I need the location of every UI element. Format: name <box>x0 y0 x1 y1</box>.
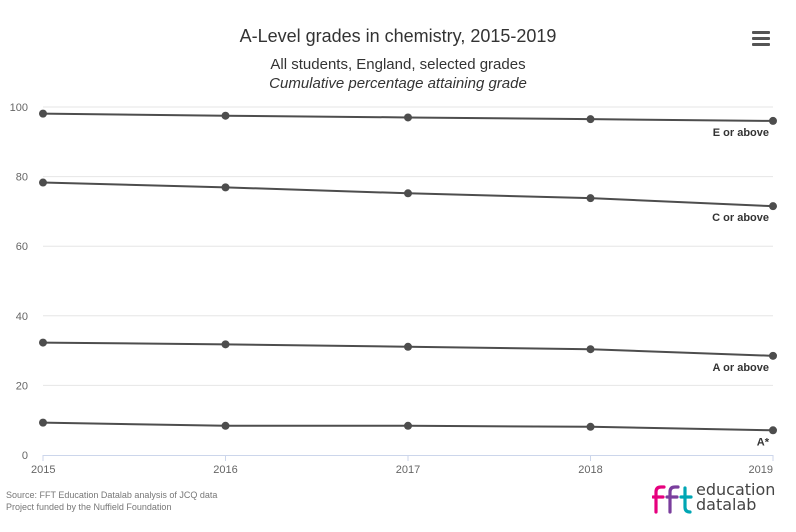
logo-wordmark: education datalab <box>696 480 776 514</box>
y-tick-label: 100 <box>10 102 28 114</box>
chart-subtitle: All students, England, selected grades C… <box>0 55 796 93</box>
data-point <box>39 338 47 347</box>
data-point <box>586 422 595 431</box>
x-tick-label: 2017 <box>396 464 420 476</box>
logo-word-education: education <box>696 480 776 499</box>
x-tick-label: 2015 <box>31 464 55 476</box>
series-label: A* <box>757 436 770 448</box>
data-point <box>39 178 47 187</box>
y-tick-label: 20 <box>16 380 28 392</box>
series-label: E or above <box>713 127 769 139</box>
logo-word-datalab: datalab <box>696 495 757 514</box>
hamburger-menu-icon[interactable] <box>752 31 770 47</box>
data-point <box>404 421 412 430</box>
series-label: C or above <box>712 212 769 224</box>
y-tick-label: 80 <box>16 172 28 184</box>
data-point <box>39 418 47 427</box>
data-point <box>221 340 230 349</box>
data-point <box>404 342 412 351</box>
data-point <box>221 183 230 192</box>
x-tick-label: 2016 <box>213 464 237 476</box>
x-tick-label: 2019 <box>749 464 773 476</box>
data-point <box>586 194 595 203</box>
data-point <box>221 421 230 430</box>
source-line: Source: FFT Education Datalab analysis o… <box>6 490 218 500</box>
data-point <box>586 115 595 124</box>
data-point <box>404 189 412 198</box>
subtitle-line: All students, England, selected grades <box>270 56 526 73</box>
x-tick-label: 2018 <box>578 464 602 476</box>
data-point <box>769 202 777 211</box>
data-point <box>404 113 412 122</box>
data-point <box>769 426 777 435</box>
data-point <box>586 345 595 354</box>
source-note: Source: FFT Education Datalab analysis o… <box>6 489 217 513</box>
y-tick-label: 40 <box>16 311 28 323</box>
y-tick-label: 0 <box>22 450 28 462</box>
data-point <box>221 111 230 120</box>
series-label: A or above <box>713 362 769 374</box>
fft-logo-icon <box>652 485 693 514</box>
y-tick-label: 60 <box>16 241 28 253</box>
data-point <box>39 109 47 118</box>
data-point <box>769 351 777 360</box>
subtitle-italic-line: Cumulative percentage attaining grade <box>269 75 527 92</box>
data-point <box>769 116 777 125</box>
funding-line: Project funded by the Nuffield Foundatio… <box>6 502 172 512</box>
chart-title: A-Level grades in chemistry, 2015-2019 <box>239 26 557 46</box>
